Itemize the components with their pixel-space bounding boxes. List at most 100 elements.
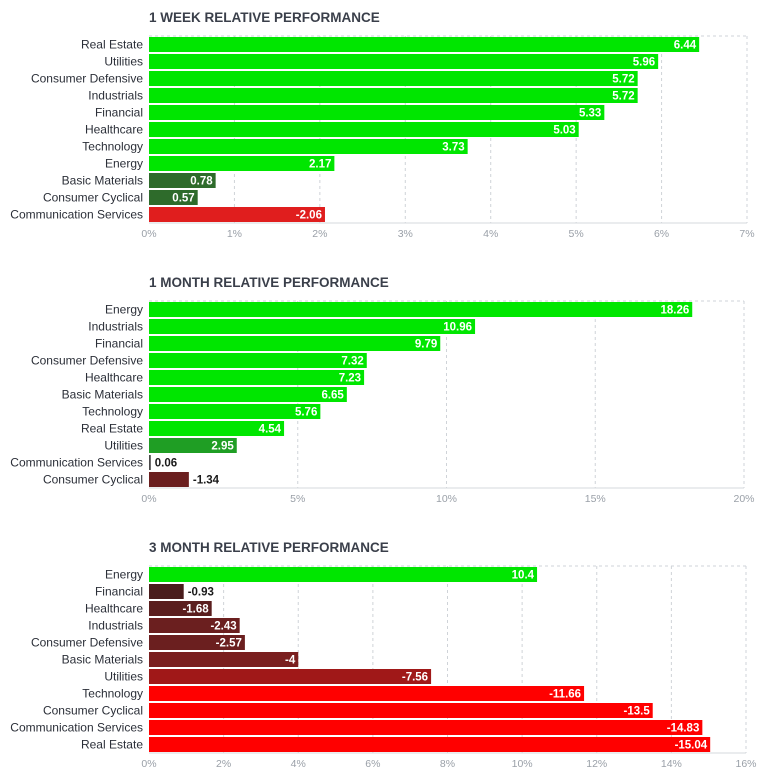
value-label: -0.93 [188, 587, 214, 599]
x-tick-label: 4% [291, 758, 306, 770]
chart-title: 1 WEEK RELATIVE PERFORMANCE [149, 10, 380, 25]
bar [149, 105, 605, 120]
chart-2: 1 MONTH RELATIVE PERFORMANCE 0% 5% 10% 15% 20… [10, 275, 754, 505]
category-label: Energy [105, 157, 143, 171]
category-label: Real Estate [81, 38, 143, 52]
bar [149, 336, 441, 351]
bar [149, 686, 585, 701]
chart-1: 1 WEEK RELATIVE PERFORMANCE 0% 1% 2% 3% 4% 5% 6… [10, 10, 754, 240]
category-label: Basic Materials [62, 653, 143, 667]
value-label: 5.72 [612, 74, 634, 86]
category-label: Utilities [104, 670, 143, 684]
chart-3: 3 MONTH RELATIVE PERFORMANCE 0% 2% 4% 6% 8% 10… [10, 540, 756, 770]
value-label: -15.04 [675, 740, 708, 752]
category-label: Consumer Cyclical [43, 191, 143, 205]
value-label: 2.95 [211, 441, 234, 453]
category-label: Consumer Cyclical [43, 704, 143, 718]
x-tick-label: 5% [569, 228, 584, 240]
category-label: Energy [105, 303, 143, 317]
x-tick-label: 16% [735, 758, 756, 770]
value-label: -2.57 [216, 638, 242, 650]
bar [149, 302, 693, 317]
category-label: Real Estate [81, 422, 143, 436]
category-label: Technology [82, 405, 143, 419]
category-label: Energy [105, 568, 143, 582]
value-label: -1.68 [182, 604, 209, 616]
value-label: 18.26 [660, 305, 689, 317]
value-label: 9.79 [415, 339, 437, 351]
category-label: Communication Services [10, 208, 143, 222]
value-label: 6.44 [674, 40, 697, 52]
bar [149, 54, 659, 69]
bar [149, 370, 365, 385]
category-label: Industrials [88, 320, 143, 334]
bar [149, 652, 299, 667]
value-label: -14.83 [667, 723, 700, 735]
category-label: Healthcare [85, 602, 143, 616]
value-label: 7.23 [339, 373, 361, 385]
x-tick-label: 6% [365, 758, 380, 770]
bar [149, 207, 325, 222]
x-tick-label: 10% [512, 758, 533, 770]
value-label: 5.96 [633, 57, 655, 69]
x-tick-label: 8% [440, 758, 455, 770]
bar [149, 387, 347, 402]
category-label: Industrials [88, 89, 143, 103]
x-tick-label: 10% [436, 493, 457, 505]
value-label: 10.96 [443, 322, 472, 334]
bar [149, 601, 212, 616]
x-tick-label: 20% [733, 493, 754, 505]
category-label: Consumer Defensive [31, 636, 143, 650]
category-label: Utilities [104, 55, 143, 69]
value-label: 0.06 [155, 458, 177, 470]
value-label: 0.78 [190, 176, 213, 188]
category-label: Basic Materials [62, 388, 143, 402]
x-tick-label: 12% [586, 758, 607, 770]
chart-title: 1 MONTH RELATIVE PERFORMANCE [149, 275, 389, 290]
category-label: Communication Services [10, 721, 143, 735]
value-label: 10.4 [512, 570, 535, 582]
bar [149, 404, 321, 419]
x-tick-label: 15% [585, 493, 606, 505]
bar [149, 37, 700, 52]
value-label: 7.32 [341, 356, 363, 368]
bar [149, 438, 237, 453]
bar [149, 472, 189, 487]
bar [149, 618, 240, 633]
value-label: 2.17 [309, 159, 331, 171]
bar [149, 71, 638, 86]
value-label: -2.43 [210, 621, 236, 633]
bar [149, 173, 216, 188]
bar [149, 122, 579, 137]
value-label: 4.54 [259, 424, 282, 436]
category-label: Industrials [88, 619, 143, 633]
bar [149, 190, 198, 205]
bar [149, 703, 653, 718]
value-label: 6.65 [321, 390, 344, 402]
x-tick-label: 2% [216, 758, 231, 770]
category-label: Healthcare [85, 123, 143, 137]
category-label: Basic Materials [62, 174, 143, 188]
bar [149, 156, 335, 171]
x-tick-label: 0% [141, 228, 156, 240]
category-label: Technology [82, 687, 143, 701]
category-label: Consumer Defensive [31, 72, 143, 86]
x-tick-label: 6% [654, 228, 669, 240]
value-label: 5.72 [612, 91, 634, 103]
value-label: 3.73 [442, 142, 464, 154]
category-label: Real Estate [81, 738, 143, 752]
value-label: -1.34 [193, 475, 220, 487]
bar [149, 139, 468, 154]
x-tick-label: 4% [483, 228, 498, 240]
category-label: Technology [82, 140, 143, 154]
bar [149, 319, 476, 334]
bar [149, 737, 711, 752]
value-label: 5.03 [553, 125, 575, 137]
bar [149, 353, 367, 368]
bar [149, 720, 703, 735]
category-label: Consumer Defensive [31, 354, 143, 368]
x-tick-label: 0% [141, 758, 156, 770]
x-tick-label: 1% [227, 228, 242, 240]
bar [149, 635, 245, 650]
